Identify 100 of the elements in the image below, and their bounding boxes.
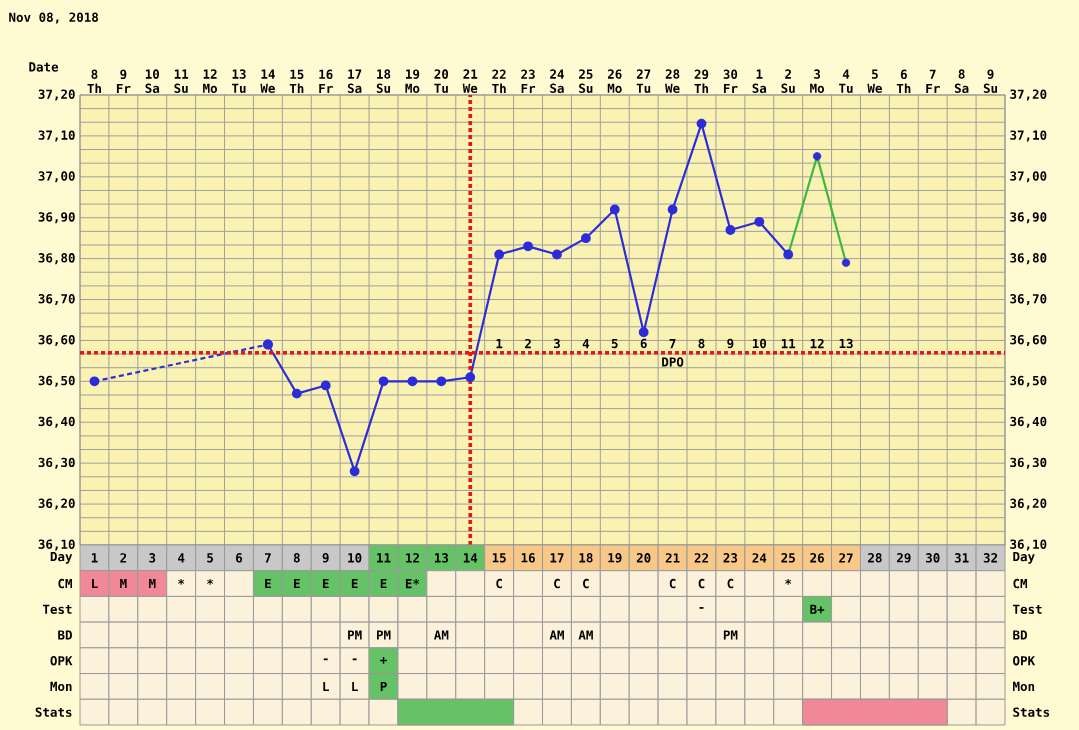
y2-tick-label: 36,60 — [1010, 334, 1047, 346]
y2-tick-label: 36,20 — [1010, 498, 1047, 510]
text: M — [120, 579, 127, 589]
text: E — [380, 579, 387, 589]
x-tick-label: 31 — [954, 553, 969, 563]
x-tick-label: 14 — [463, 553, 478, 563]
point — [378, 376, 389, 387]
text: + — [380, 657, 387, 664]
y2-tick-label: Mon — [1013, 681, 1035, 692]
point — [465, 372, 476, 383]
text: C — [554, 578, 560, 589]
x-tick-label: 4 Tu — [839, 69, 853, 93]
x-tick-label: 7 — [264, 553, 271, 563]
text: * — [785, 578, 792, 585]
point — [667, 204, 678, 215]
text: * — [178, 578, 185, 585]
x-tick-label: 22 — [694, 553, 708, 563]
x-tick-label: 16 Fr — [319, 69, 333, 93]
y-tick-label: BD — [58, 630, 72, 640]
point — [320, 380, 331, 391]
x-tick-label: 25 Su — [579, 69, 593, 93]
y2-tick-label: 36,10 — [1010, 539, 1047, 551]
x-tick-label: 21 We — [462, 69, 478, 93]
point — [638, 327, 649, 338]
annotation: 5 — [611, 338, 618, 349]
x-tick-label: 27 Tu — [636, 69, 651, 93]
y-tick-label: Mon — [50, 681, 72, 692]
annotation: 4 — [582, 339, 590, 349]
y-tick-label: 36,40 — [38, 416, 75, 428]
x-axis-title: Date — [29, 62, 59, 72]
annotation: 1 — [496, 339, 503, 349]
x-tick-label: 19 — [608, 553, 622, 563]
text: C — [496, 578, 502, 589]
x-tick-label: 23 Fr — [521, 69, 536, 93]
x-tick-label: 11 — [377, 553, 391, 563]
y-tick-label: 36,90 — [38, 212, 75, 224]
x-tick-label: 30 — [925, 553, 940, 563]
x-tick-label: 20 — [636, 553, 651, 563]
x-tick-label: 27 — [839, 553, 853, 563]
x-tick-label: 8 Sa — [954, 69, 969, 93]
text: C — [669, 578, 676, 589]
x-tick-label: 24 Sa — [550, 69, 564, 93]
annotation: 13 — [839, 338, 853, 349]
annotation: 10 — [752, 338, 767, 349]
x-tick-label: 8 Th — [87, 69, 101, 93]
y2-tick-label: Day — [1013, 552, 1035, 564]
y2-tick-label: 36,50 — [1010, 375, 1047, 387]
x-tick-label: 18 Su — [376, 69, 391, 93]
x-tick-label: 13 — [434, 553, 449, 563]
text: L — [92, 579, 98, 589]
x-tick-label: 26 Mo — [607, 69, 622, 93]
point — [783, 249, 794, 260]
point — [436, 376, 447, 387]
y-tick-label: OPK — [50, 655, 73, 666]
x-tick-label: 3 Mo — [810, 69, 825, 93]
x-tick-label: 1 — [91, 553, 98, 563]
y2-tick-label: 36,80 — [1010, 253, 1047, 265]
text: C — [727, 578, 734, 589]
chart-title: Nov 08, 2018 — [9, 12, 99, 24]
text: E — [265, 579, 271, 589]
y2-tick-label: BD — [1013, 630, 1027, 640]
point — [407, 376, 418, 387]
text: E* — [405, 578, 420, 589]
x-tick-label: 23 — [723, 553, 738, 563]
y-tick-label: 37,00 — [38, 171, 75, 183]
text: AM — [434, 630, 449, 640]
text: - — [323, 658, 328, 661]
y2-tick-label: 37,20 — [1010, 89, 1047, 101]
y-tick-label: Stats — [35, 707, 72, 717]
x-tick-label: 12 — [406, 553, 419, 563]
x-tick-label: 28 — [868, 553, 882, 563]
annotation: 3 — [553, 338, 560, 349]
y2-tick-label: 36,70 — [1010, 294, 1047, 306]
y2-tick-label: OPK — [1013, 655, 1036, 666]
text: * — [207, 578, 214, 585]
point — [754, 216, 765, 227]
text: AM — [578, 630, 593, 640]
y-tick-label: 37,10 — [38, 130, 75, 142]
annotation: DPO — [662, 357, 684, 367]
y2-tick-label: CM — [1013, 578, 1028, 589]
text: C — [698, 578, 705, 589]
x-tick-label: 11 Su — [174, 69, 189, 93]
y-tick-label: CM — [58, 578, 72, 589]
point — [291, 388, 302, 399]
x-tick-label: 29 — [897, 553, 911, 563]
x-tick-label: 6 — [236, 553, 243, 563]
y2-tick-label: Test — [1013, 604, 1042, 614]
text: PM — [723, 630, 738, 640]
point — [494, 249, 505, 260]
y-tick-label: 36,70 — [38, 294, 75, 306]
x-tick-label: 6 Th — [896, 69, 911, 93]
x-tick-label: 29 Th — [694, 69, 709, 93]
y-tick-label: 36,10 — [38, 539, 75, 551]
x-tick-label: 13 Tu — [232, 69, 246, 93]
text: B+ — [810, 604, 825, 614]
point — [552, 249, 562, 260]
y-tick-label: 36,20 — [38, 498, 75, 510]
annotation: 6 — [640, 338, 647, 349]
y2-tick-label: 37,00 — [1010, 171, 1047, 183]
x-tick-label: 12 Mo — [203, 69, 218, 93]
